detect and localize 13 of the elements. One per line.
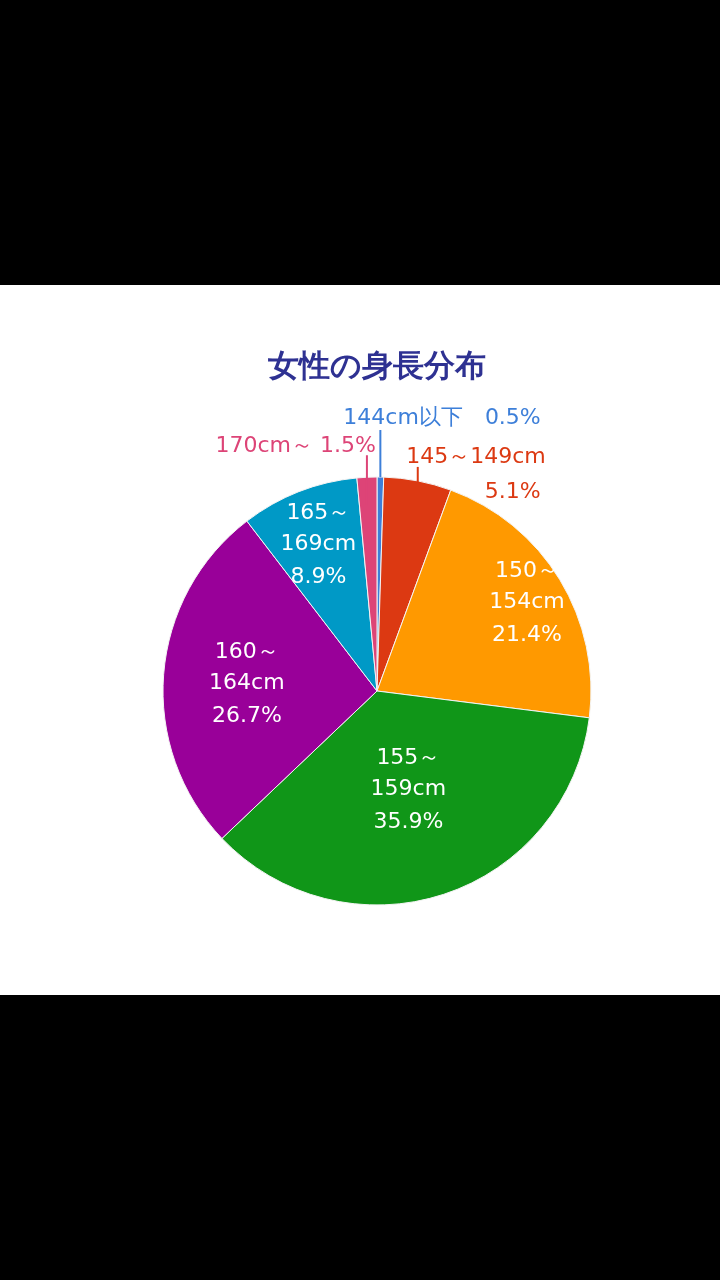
slice-label: 144cm以下 0.5% bbox=[343, 404, 541, 430]
slice-label: 170cm～ 1.5% bbox=[215, 432, 376, 458]
slice-label: 150～154cm bbox=[489, 556, 565, 613]
slice-label: 165～169cm bbox=[280, 498, 357, 555]
data-label: 26.7% bbox=[211, 701, 282, 727]
data-label: 5.1% bbox=[484, 477, 541, 503]
data-label: 35.9% bbox=[373, 807, 444, 833]
slice-label: 160～164cm bbox=[209, 637, 285, 694]
chart-title: 女性の身長分布 bbox=[267, 347, 486, 383]
data-label: 21.4% bbox=[491, 620, 562, 646]
data-label: 8.9% bbox=[290, 562, 347, 588]
slice-label: 145～149cm bbox=[406, 442, 546, 468]
slice-label: 155～159cm bbox=[370, 743, 447, 800]
